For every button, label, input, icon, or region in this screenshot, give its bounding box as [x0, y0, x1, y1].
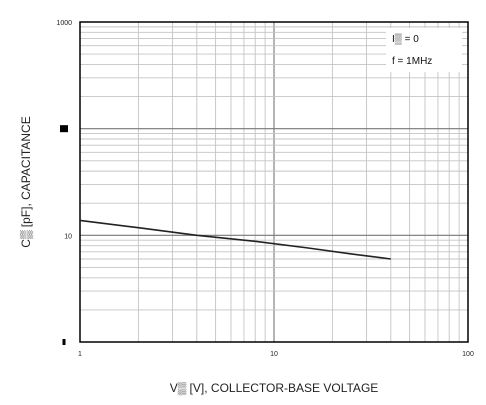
x-tick-label: 10 [270, 351, 278, 358]
y-tick-label: 1000 [56, 20, 72, 27]
legend: I▒ = 0 f = 1MHz [386, 28, 462, 72]
y-axis-label: C▒ [pF], CAPACITANCE [19, 116, 33, 247]
x-axis-label: V▒ [V], COLLECTOR-BASE VOLTAGE [170, 381, 379, 395]
x-tick-label: 1 [78, 351, 82, 358]
series-layer [79, 219, 391, 260]
plot-frame [79, 21, 469, 343]
y-tick-label: 10 [64, 233, 72, 240]
legend-entry-frequency: f = 1MHz [392, 56, 432, 67]
x-tick-label: 100 [462, 351, 474, 358]
legend-box [386, 28, 462, 72]
legend-entry-ib: I▒ = 0 [392, 33, 419, 45]
y-tick-mark [62, 339, 66, 345]
series-line-0 [79, 219, 391, 260]
y-tick-mark [60, 125, 68, 133]
tick-labels: 1 10 100 1000 10 [56, 20, 474, 358]
